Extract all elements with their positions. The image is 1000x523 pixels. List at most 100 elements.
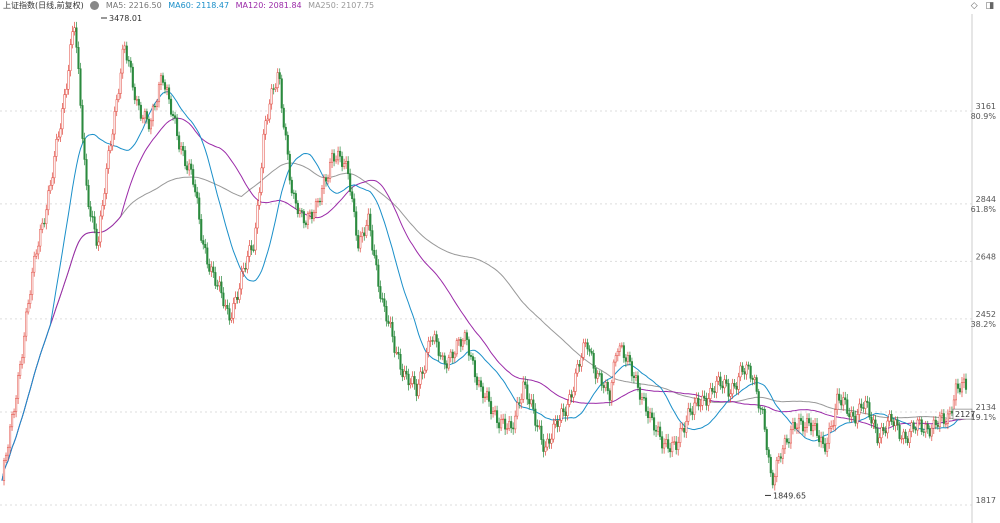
- candle-body: [562, 408, 565, 413]
- candle-body: [481, 386, 485, 398]
- candle-body: [63, 94, 66, 109]
- candle-body: [840, 400, 843, 406]
- candle-body: [628, 355, 631, 362]
- candle-body: [349, 173, 352, 192]
- candle-body: [483, 396, 487, 399]
- candle-body: [268, 103, 271, 120]
- candle-body: [719, 376, 722, 387]
- candle-body: [284, 126, 287, 136]
- candle-body: [874, 419, 877, 429]
- candle-body: [369, 213, 372, 231]
- candle-body: [459, 339, 462, 347]
- candle-body: [805, 418, 809, 428]
- candle-body: [79, 68, 82, 106]
- candle-body: [212, 266, 215, 273]
- candle-body: [638, 387, 642, 400]
- candle-body: [73, 27, 76, 32]
- candle-body: [355, 211, 358, 236]
- candle-body: [781, 448, 784, 459]
- candle-body: [161, 75, 165, 83]
- chart-header: 上证指数(日线,前复权) MA5: 2216.50 MA60: 2118.47 …: [0, 0, 1000, 14]
- candle-body: [335, 159, 338, 162]
- candle-body: [636, 375, 640, 388]
- candle-body: [333, 153, 336, 162]
- candle-body: [246, 256, 249, 270]
- candle-body: [149, 120, 152, 130]
- ma5-legend: MA5: 2216.50: [105, 1, 162, 10]
- candle-body: [834, 409, 837, 426]
- candle-body: [715, 380, 718, 393]
- candle-body: [47, 190, 50, 211]
- candle-body: [230, 317, 233, 321]
- candle-body: [206, 247, 209, 265]
- candle-body: [882, 427, 885, 431]
- candle-body: [244, 268, 247, 270]
- candle-body: [131, 66, 134, 88]
- candle-body: [842, 397, 845, 406]
- candle-body: [401, 369, 404, 378]
- candle-body: [848, 413, 851, 418]
- candle-body: [23, 335, 26, 358]
- candle-body: [960, 382, 964, 393]
- candle-body: [385, 306, 388, 322]
- candle-body: [876, 428, 879, 444]
- candle-body: [391, 322, 394, 337]
- candle-body: [367, 213, 370, 226]
- candle-body: [695, 397, 698, 404]
- candle-body: [624, 357, 627, 362]
- drawing-tool-icon[interactable]: ◇: [970, 1, 978, 11]
- candle-body: [830, 426, 833, 429]
- candle-body: [236, 297, 239, 300]
- candle-body: [856, 414, 859, 424]
- candle-body: [689, 408, 692, 413]
- candle-body: [779, 456, 782, 459]
- candle-body: [341, 156, 344, 167]
- candle-body: [397, 352, 400, 355]
- candle-body: [816, 423, 819, 436]
- candle-body: [665, 439, 668, 445]
- candle-body: [322, 177, 326, 189]
- candle-body: [359, 236, 362, 249]
- candle-body: [91, 216, 94, 218]
- candle-body: [751, 378, 754, 380]
- candle-body: [944, 423, 947, 425]
- candle-body: [723, 379, 726, 389]
- candle-body: [584, 342, 587, 344]
- candle-body: [801, 420, 805, 432]
- candle-body: [286, 134, 289, 155]
- candle-body: [544, 446, 547, 452]
- candle-body: [586, 342, 589, 350]
- candle-body: [361, 232, 364, 238]
- ma250-path: [1, 162, 967, 481]
- candle-body: [347, 160, 350, 175]
- candle-body: [71, 31, 74, 45]
- candle-body: [143, 111, 146, 119]
- candle-body: [101, 205, 104, 217]
- y-tick-label: 3161: [976, 102, 996, 111]
- candle-body: [178, 135, 181, 150]
- candle-body: [916, 419, 919, 431]
- candle-body: [429, 340, 432, 342]
- price-annotations: 3478.01 1849.65 2127: [101, 14, 975, 500]
- candle-body: [862, 407, 865, 409]
- candle-body: [671, 442, 674, 453]
- candle-body: [463, 332, 466, 342]
- candle-body: [133, 86, 136, 101]
- candle-body: [697, 397, 700, 407]
- candle-body: [25, 311, 28, 337]
- candle-body: [759, 407, 762, 410]
- candle-body: [216, 285, 219, 287]
- candle-body: [258, 192, 261, 206]
- candle-body: [795, 427, 798, 430]
- candle-body: [115, 99, 118, 112]
- candle-body: [940, 413, 943, 417]
- candle-body: [582, 342, 585, 358]
- candle-body: [731, 383, 734, 395]
- candle-body: [826, 442, 829, 452]
- settings-icon[interactable]: [90, 1, 100, 10]
- candle-body: [570, 394, 573, 398]
- candle-body: [896, 419, 899, 426]
- candle-body: [602, 385, 605, 388]
- panel-toggle-icon[interactable]: ◨: [985, 1, 994, 11]
- candle-body: [576, 364, 579, 374]
